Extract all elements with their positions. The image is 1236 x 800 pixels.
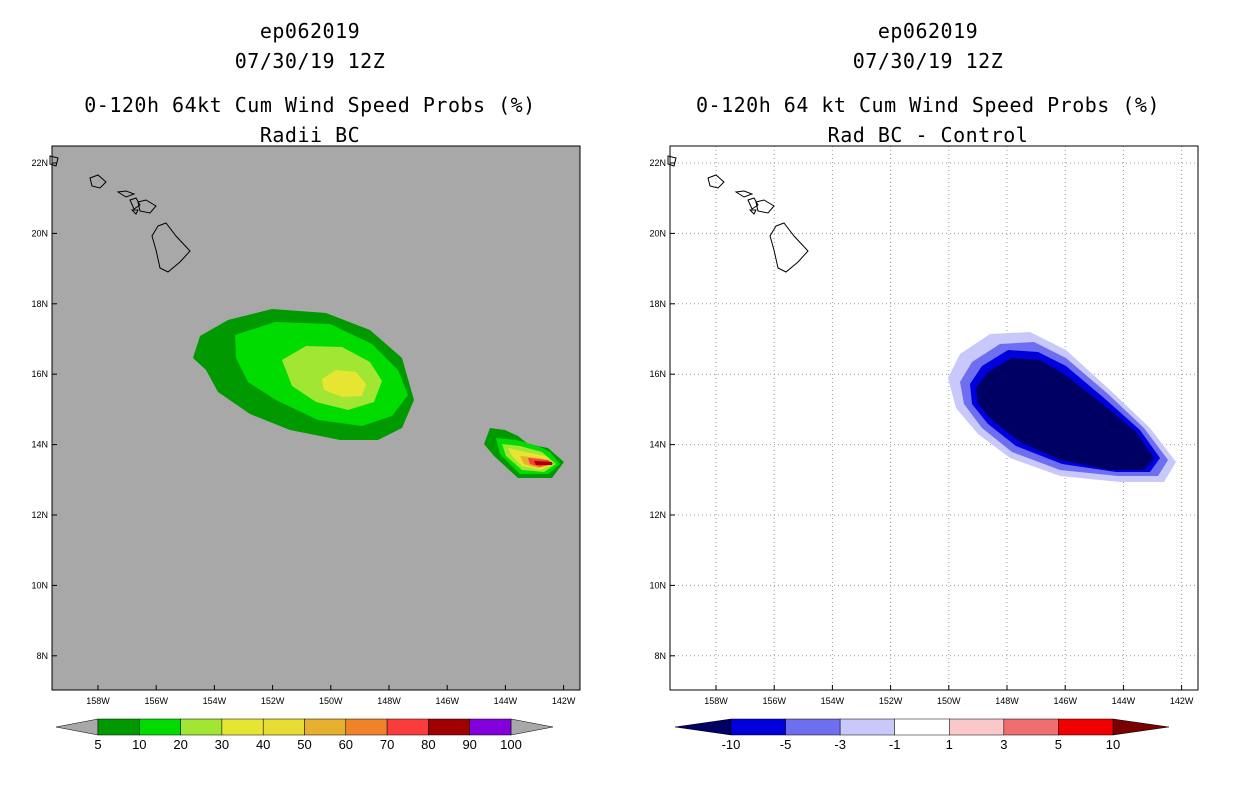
lon-tick-label: 154W xyxy=(203,696,227,706)
right-title-line-4: Rad BC - Control xyxy=(827,123,1029,147)
colorbar-label: 40 xyxy=(256,737,270,752)
lon-tick-label: 146W xyxy=(1053,696,1077,706)
colorbar-label: 20 xyxy=(173,737,187,752)
left-colorbar: 5 10 20 30 40 50 60 70 80 90 100 xyxy=(55,718,554,752)
lat-tick-label: 22N xyxy=(31,158,48,168)
lat-tick-label: 10N xyxy=(31,580,48,590)
lat-tick-label: 10N xyxy=(649,580,666,590)
lat-tick-label: 16N xyxy=(31,369,48,379)
right-map-frame xyxy=(669,145,1199,691)
colorbar-label: 30 xyxy=(215,737,229,752)
lon-tick-label: 150W xyxy=(937,696,961,706)
left-axis-ticks: 158W 156W 154W 152W 150W 148W 146W 144W 142W 22N 2… xyxy=(31,158,575,706)
colorbar-left-arrow xyxy=(55,718,99,736)
left-contour-30 xyxy=(322,370,366,397)
right-difference-swath xyxy=(948,332,1176,482)
colorbar-swatch xyxy=(839,718,895,736)
colorbar-swatch xyxy=(221,718,264,736)
colorbar-label: 80 xyxy=(421,737,435,752)
colorbar-label: 50 xyxy=(297,737,311,752)
colorbar-label: -3 xyxy=(834,737,846,752)
colorbar-label: -10 xyxy=(722,737,741,752)
colorbar-swatch xyxy=(97,718,140,736)
left-probability-swath-east xyxy=(484,428,564,478)
lon-tick-label: 156W xyxy=(144,696,168,706)
right-axis-ticks: 158W 156W 154W 152W 150W 148W 146W 144W 142W 22N 2… xyxy=(649,158,1193,706)
lon-tick-label: 158W xyxy=(704,696,728,706)
colorbar-swatch xyxy=(262,718,305,736)
lat-tick-label: 18N xyxy=(31,299,48,309)
lon-tick-label: 148W xyxy=(377,696,401,706)
colorbar-label: 10 xyxy=(1106,737,1120,752)
lon-tick-label: 156W xyxy=(762,696,786,706)
colorbar-swatch xyxy=(345,718,388,736)
lat-tick-label: 20N xyxy=(649,228,666,238)
lon-tick-label: 146W xyxy=(435,696,459,706)
lat-tick-label: 20N xyxy=(31,228,48,238)
right-title-line-3: 0-120h 64 kt Cum Wind Speed Probs (%) xyxy=(695,93,1161,117)
lon-tick-label: 142W xyxy=(1170,696,1194,706)
colorbar-swatch xyxy=(386,718,429,736)
lon-tick-label: 152W xyxy=(261,696,285,706)
lat-tick-label: 12N xyxy=(31,510,48,520)
left-title: ep062019 07/30/19 12Z 0-120h 64kt Cum Wi… xyxy=(40,16,580,150)
left-probability-swath-main xyxy=(193,309,414,440)
lat-tick-label: 18N xyxy=(649,299,666,309)
lon-tick-label: 150W xyxy=(319,696,343,706)
colorbar-label: 100 xyxy=(500,737,522,752)
colorbar-swatch xyxy=(730,718,786,736)
lon-tick-label: 142W xyxy=(552,696,576,706)
lat-tick-label: 16N xyxy=(649,369,666,379)
colorbar-swatch xyxy=(428,718,470,736)
left-title-line-3: 0-120h 64kt Cum Wind Speed Probs (%) xyxy=(84,93,536,117)
left-map: 158W 156W 154W 152W 150W 148W 146W 144W 142W 22N 2… xyxy=(31,145,581,706)
lat-tick-label: 14N xyxy=(649,440,666,450)
lon-tick-label: 158W xyxy=(86,696,110,706)
colorbar-label: 10 xyxy=(132,737,146,752)
colorbar-swatch xyxy=(304,718,347,736)
lat-tick-label: 8N xyxy=(36,651,48,661)
right-map: 158W 156W 154W 152W 150W 148W 146W 144W 142W 22N 2… xyxy=(649,145,1199,706)
lon-tick-label: 144W xyxy=(1112,696,1136,706)
colorbar-right-arrow xyxy=(1112,718,1170,736)
left-map-frame xyxy=(51,145,581,691)
lon-tick-label: 144W xyxy=(494,696,518,706)
colorbar-swatch xyxy=(1003,718,1059,736)
colorbar-label: 5 xyxy=(94,737,101,752)
colorbar-right-arrow xyxy=(510,718,554,736)
colorbar-label: 60 xyxy=(339,737,353,752)
lon-tick-label: 152W xyxy=(879,696,903,706)
colorbar-swatch xyxy=(1058,718,1114,736)
colorbar-left-arrow xyxy=(674,718,732,736)
right-title-line-1: ep062019 xyxy=(877,19,979,43)
lon-tick-label: 148W xyxy=(995,696,1019,706)
lat-tick-label: 12N xyxy=(649,510,666,520)
left-title-line-4: Radii BC xyxy=(259,123,361,147)
colorbar-swatch xyxy=(894,718,950,736)
colorbar-label: 5 xyxy=(1055,737,1062,752)
colorbar-label: -5 xyxy=(780,737,792,752)
colorbar-label: 70 xyxy=(380,737,394,752)
right-title-line-2: 07/30/19 12Z xyxy=(852,49,1004,73)
colorbar-swatch xyxy=(785,718,841,736)
colorbar-swatch xyxy=(139,718,181,736)
colorbar-swatch xyxy=(469,718,512,736)
lon-tick-label: 154W xyxy=(821,696,845,706)
left-title-line-1: ep062019 xyxy=(259,19,361,43)
lat-tick-label: 22N xyxy=(649,158,666,168)
colorbar-label: 90 xyxy=(462,737,476,752)
colorbar-swatch xyxy=(180,718,223,736)
right-colorbar: -10 -5 -3 -1 1 3 5 10 xyxy=(674,718,1170,752)
colorbar-label: -1 xyxy=(889,737,901,752)
right-contour-neg10 xyxy=(976,358,1154,470)
left-title-line-2: 07/30/19 12Z xyxy=(234,49,386,73)
colorbar-label: 3 xyxy=(1000,737,1007,752)
right-title: ep062019 07/30/19 12Z 0-120h 64 kt Cum W… xyxy=(658,16,1198,150)
left-east-contour-80 xyxy=(534,461,552,465)
colorbar-swatch xyxy=(949,718,1005,736)
lat-tick-label: 14N xyxy=(31,440,48,450)
lat-tick-label: 8N xyxy=(654,651,666,661)
colorbar-label: 1 xyxy=(946,737,953,752)
